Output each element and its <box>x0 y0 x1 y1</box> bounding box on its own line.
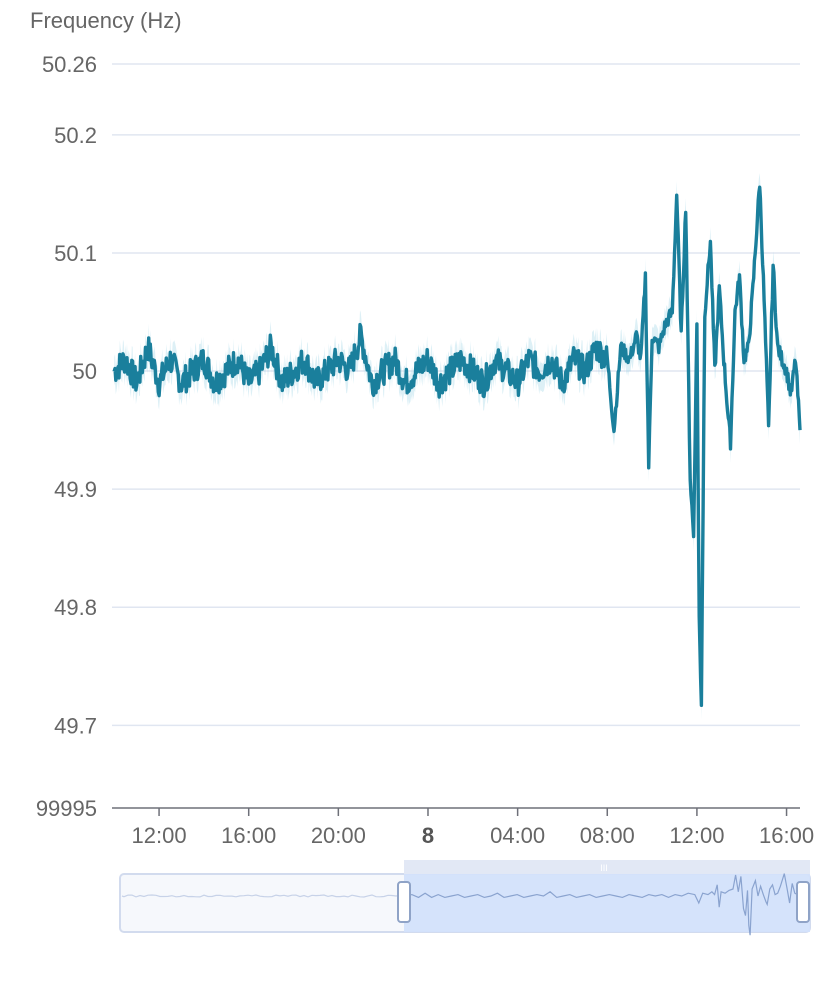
x-tick-labels: 12:00 16:00 20:00 8 04:00 08:00 12:00 16:00 <box>132 808 814 848</box>
y-tick-label: 49.8 <box>54 595 97 620</box>
y-tick-labels: 50.26 50.2 50.1 50 49.9 49.8 49.7 99995 <box>36 52 97 821</box>
y-tick-label: 50.2 <box>54 123 97 148</box>
y-tick-label: 99995 <box>36 796 97 821</box>
x-tick-label: 16:00 <box>221 823 276 848</box>
x-tick-label: 20:00 <box>311 823 366 848</box>
data-series <box>112 185 802 707</box>
zoom-selection[interactable] <box>404 874 810 932</box>
y-tick-label: 50.1 <box>54 241 97 266</box>
zoom-slider[interactable]: III <box>119 860 811 936</box>
y-tick-label: 49.7 <box>54 713 97 738</box>
x-tick-label: 12:00 <box>132 823 187 848</box>
zoom-move-bar[interactable] <box>404 860 810 874</box>
zoom-preview-line <box>121 894 405 898</box>
zoom-handle-left[interactable] <box>397 881 411 923</box>
y-axis-title: Frequency (Hz) <box>30 8 182 33</box>
series-line <box>112 185 802 707</box>
y-tick-label: 50 <box>73 359 97 384</box>
x-tick-label: 12:00 <box>669 823 724 848</box>
zoom-grip-icon: III <box>600 863 608 873</box>
y-tick-label: 50.26 <box>42 52 97 77</box>
x-tick-label: 04:00 <box>490 823 545 848</box>
x-tick-label: 8 <box>422 823 434 848</box>
zoom-handle-right[interactable] <box>796 881 810 923</box>
y-tick-label: 49.9 <box>54 477 97 502</box>
zoom-preview-selected-line <box>404 873 809 936</box>
x-tick-label: 16:00 <box>759 823 814 848</box>
x-tick-label: 08:00 <box>580 823 635 848</box>
